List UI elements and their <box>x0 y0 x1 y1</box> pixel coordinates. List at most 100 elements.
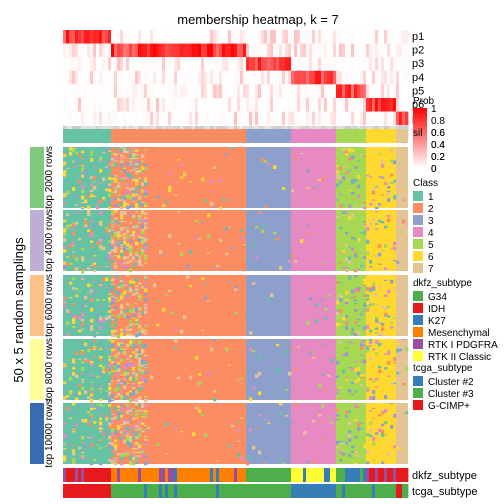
matrix-noise-cell <box>108 442 112 445</box>
matrix-noise-cell <box>144 427 148 429</box>
matrix-noise-cell <box>81 150 85 154</box>
matrix-noise-cell <box>135 154 139 156</box>
matrix-noise-cell <box>258 211 262 214</box>
tcga-cell <box>162 484 166 498</box>
bottom-annotation-label: tcga_subtype <box>412 486 477 498</box>
matrix-noise-cell <box>381 159 385 163</box>
prob-cell <box>354 57 358 71</box>
matrix-noise-cell <box>93 195 97 198</box>
matrix-noise-cell <box>135 183 139 185</box>
matrix-noise-cell <box>129 260 133 263</box>
matrix-noise-cell <box>369 403 373 405</box>
matrix-noise-cell <box>351 450 355 454</box>
dkfz-cell <box>270 468 274 482</box>
matrix-noise-cell <box>336 311 340 316</box>
matrix-noise-cell <box>111 413 115 416</box>
matrix-noise-cell <box>93 407 97 410</box>
prob-cell <box>360 70 364 85</box>
matrix-noise-cell <box>72 403 76 406</box>
prob-cell <box>246 98 250 112</box>
matrix-noise-cell <box>363 444 367 449</box>
prob-cell <box>75 43 79 58</box>
matrix-noise-cell <box>117 405 121 408</box>
matrix-noise-cell <box>309 288 313 290</box>
matrix-noise-cell <box>90 407 94 411</box>
matrix-noise-cell <box>123 247 127 252</box>
matrix-noise-cell <box>387 305 391 308</box>
prob-cell <box>288 111 292 126</box>
matrix-noise-cell <box>123 267 127 269</box>
matrix-noise-cell <box>381 409 385 413</box>
matrix-noise-cell <box>120 284 124 289</box>
matrix-noise-cell <box>135 412 139 417</box>
matrix-noise-cell <box>123 240 127 245</box>
matrix-noise-cell <box>339 309 343 313</box>
matrix-noise-cell <box>354 404 358 408</box>
matrix-noise-cell <box>129 287 133 289</box>
matrix-noise-cell <box>357 184 361 189</box>
prob-cell <box>168 30 172 44</box>
tcga-cell <box>285 484 289 498</box>
matrix-noise-cell <box>375 340 379 344</box>
matrix-noise-cell <box>117 362 121 366</box>
matrix-noise-cell <box>129 283 133 286</box>
matrix-noise-cell <box>372 190 376 195</box>
matrix-noise-cell <box>81 451 85 454</box>
matrix-noise-cell <box>111 380 115 382</box>
matrix-noise-cell <box>381 411 385 414</box>
matrix-noise-cell <box>162 307 166 312</box>
prob-cell <box>126 30 130 44</box>
prob-cell <box>348 57 352 71</box>
dkfz-cell <box>351 468 355 482</box>
tcga-legend-swatch <box>413 376 423 386</box>
matrix-block <box>291 403 336 464</box>
matrix-noise-cell <box>372 459 376 461</box>
row-group-label: top 2000 rows <box>44 146 55 209</box>
prob-cell <box>321 70 325 85</box>
prob-cell <box>276 43 280 58</box>
matrix-noise-cell <box>138 205 142 207</box>
matrix-noise-cell <box>120 214 124 219</box>
matrix-noise-cell <box>105 431 109 435</box>
tcga-cell <box>312 484 316 498</box>
matrix-noise-cell <box>93 281 97 283</box>
matrix-noise-cell <box>336 418 340 421</box>
matrix-noise-cell <box>222 198 226 201</box>
matrix-noise-cell <box>135 155 139 157</box>
prob-cell <box>105 111 109 126</box>
dkfz-cell <box>375 468 379 482</box>
prob-cell <box>174 30 178 44</box>
matrix-noise-cell <box>81 304 85 308</box>
matrix-noise-cell <box>120 415 124 418</box>
matrix-noise-cell <box>96 404 100 406</box>
prob-cell <box>81 30 85 44</box>
dkfz-cell <box>207 468 211 482</box>
prob-cell <box>297 57 301 71</box>
dkfz-cell <box>78 468 82 482</box>
matrix-noise-cell <box>132 334 136 336</box>
prob-cell <box>198 30 202 44</box>
matrix-noise-cell <box>405 347 409 352</box>
matrix-noise-cell <box>81 172 85 174</box>
prob-legend-tick: 0.8 <box>431 116 445 127</box>
prob-cell <box>267 98 271 112</box>
matrix-noise-cell <box>123 200 127 204</box>
prob-cell <box>366 43 370 58</box>
matrix-noise-cell <box>120 160 124 163</box>
matrix-noise-cell <box>78 358 82 360</box>
matrix-noise-cell <box>108 356 112 358</box>
matrix-noise-cell <box>144 188 148 193</box>
bottom-annotation-label: dkfz_subtype <box>412 470 477 482</box>
tcga-cell <box>399 484 403 498</box>
prob-cell <box>168 70 172 85</box>
dkfz-cell <box>168 468 172 482</box>
matrix-noise-cell <box>378 285 382 289</box>
matrix-noise-cell <box>129 413 133 416</box>
matrix-noise-cell <box>114 322 118 327</box>
matrix-noise-cell <box>231 147 235 150</box>
matrix-noise-cell <box>123 147 127 149</box>
prob-cell <box>387 98 391 112</box>
matrix-noise-cell <box>72 303 76 306</box>
matrix-noise-cell <box>345 322 349 326</box>
prob-cell <box>282 111 286 126</box>
